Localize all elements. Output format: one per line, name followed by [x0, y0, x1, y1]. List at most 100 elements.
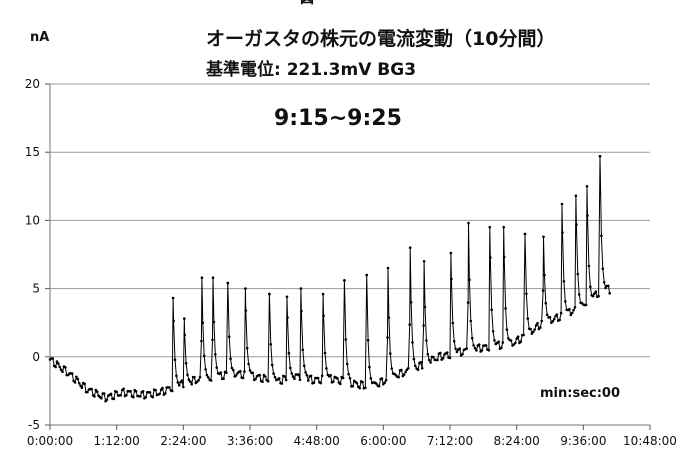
data-point — [419, 360, 423, 364]
data-point — [139, 395, 142, 398]
data-point — [530, 332, 534, 335]
data-point — [454, 347, 457, 351]
data-point — [261, 380, 264, 384]
data-point — [332, 380, 335, 384]
data-point — [51, 357, 55, 360]
data-point — [79, 384, 82, 388]
data-point — [70, 372, 74, 375]
data-point — [529, 327, 532, 331]
data-point — [602, 281, 606, 284]
data-point — [258, 373, 262, 377]
data-point — [469, 319, 473, 323]
data-point — [539, 326, 542, 329]
data-point — [273, 375, 277, 379]
data-point — [355, 381, 359, 385]
data-point — [186, 373, 189, 377]
data-point — [519, 340, 523, 343]
data-point — [422, 324, 425, 327]
data-point — [601, 267, 605, 271]
data-point — [468, 278, 471, 282]
data-point — [316, 376, 320, 380]
data-point — [577, 293, 581, 296]
data-point — [170, 389, 174, 393]
data-point — [322, 314, 325, 318]
data-point — [368, 365, 371, 369]
data-point — [59, 368, 63, 372]
y-tick-label: 20 — [25, 77, 40, 91]
data-point — [102, 392, 106, 395]
data-point — [293, 377, 296, 381]
data-point — [404, 370, 407, 374]
data-point — [177, 383, 181, 387]
data-point — [76, 377, 80, 381]
data-point — [264, 375, 267, 378]
figure-label: 図 — [300, 0, 314, 8]
current-series — [48, 155, 611, 403]
data-point — [320, 374, 324, 378]
data-point — [522, 333, 525, 337]
data-point — [244, 309, 248, 312]
data-point — [266, 379, 270, 383]
data-point — [576, 272, 580, 276]
data-point — [211, 276, 215, 280]
data-point — [268, 292, 271, 296]
data-point — [509, 339, 513, 342]
tick-labels: -5 0 5 10 15 20 0:00:00 1:12:00 2:24:00 3:36:00 4:… — [25, 77, 677, 448]
data-point — [302, 364, 306, 368]
data-point — [200, 339, 203, 343]
data-point — [122, 387, 125, 391]
data-point — [439, 351, 442, 355]
data-point — [291, 375, 295, 378]
data-point — [541, 289, 545, 292]
data-point — [572, 308, 575, 312]
data-point — [219, 371, 223, 374]
data-point — [560, 202, 564, 206]
data-point — [591, 294, 595, 298]
data-point — [441, 357, 445, 360]
data-point — [227, 335, 231, 339]
data-point — [568, 307, 571, 311]
data-point — [183, 317, 186, 320]
data-point — [409, 301, 413, 304]
data-point — [389, 352, 392, 355]
data-point — [384, 378, 388, 382]
data-point — [55, 360, 59, 363]
data-point — [386, 266, 390, 270]
data-point — [488, 225, 492, 229]
chart-title: オーガスタの株元の電流変動（10分間） — [206, 28, 556, 50]
data-point — [125, 393, 128, 397]
data-point — [319, 381, 323, 385]
data-point — [243, 370, 246, 373]
data-point — [132, 395, 135, 399]
data-point — [432, 355, 435, 359]
data-point — [369, 377, 373, 380]
data-point — [248, 369, 252, 372]
data-point — [298, 378, 302, 382]
data-point — [502, 225, 506, 229]
data-point — [532, 330, 535, 334]
data-point — [584, 303, 588, 307]
data-point — [226, 281, 230, 285]
data-point — [414, 364, 417, 368]
data-point — [215, 366, 218, 369]
data-point — [387, 316, 391, 319]
data-point — [589, 285, 592, 289]
data-point — [73, 381, 77, 384]
data-point — [309, 374, 313, 378]
data-point — [347, 372, 350, 376]
data-point — [270, 363, 274, 367]
data-point — [183, 333, 186, 337]
data-point — [466, 301, 470, 304]
data-point — [172, 319, 175, 323]
data-point — [558, 318, 561, 322]
data-point — [351, 384, 355, 388]
data-point — [598, 155, 602, 158]
data-point — [175, 374, 178, 378]
data-point — [229, 357, 232, 361]
x-axis-format-label: min:sec:00 — [540, 386, 621, 401]
data-point — [552, 317, 556, 321]
data-point — [574, 194, 578, 198]
data-point — [411, 341, 414, 344]
x-tick-label: 8:24:00 — [494, 434, 540, 448]
